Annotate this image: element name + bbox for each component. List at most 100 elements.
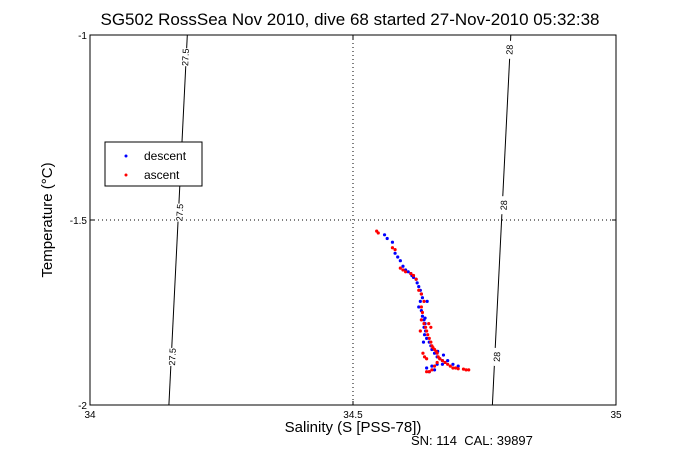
isopycnal-label: 27.5	[167, 348, 178, 366]
legend-label-ascent: ascent	[144, 168, 180, 182]
ascent-point	[456, 367, 460, 371]
chart-title: SG502 RossSea Nov 2010, dive 68 started …	[101, 10, 600, 29]
ascent-point	[411, 273, 416, 278]
descent-point	[440, 362, 445, 366]
ascent-point	[423, 325, 428, 329]
y-tick-label: -1.5	[70, 216, 88, 227]
descent-point	[422, 333, 427, 337]
descent-point	[393, 251, 397, 255]
legend-marker-ascent	[124, 173, 128, 177]
ascent-point	[404, 270, 408, 274]
descent-point	[425, 299, 429, 303]
isopycnal-label: 27.5	[180, 48, 191, 66]
x-tick-label: 35	[610, 410, 622, 421]
ascent-point	[398, 266, 402, 270]
legend-label-descent: descent	[144, 149, 187, 163]
ascent-point	[467, 368, 471, 372]
isopycnal-label: 27.5	[174, 204, 185, 222]
ascent-point	[421, 351, 425, 355]
isopycnal-label-bg	[506, 40, 515, 59]
descent-point	[425, 336, 429, 340]
ascent-point	[453, 366, 458, 370]
legend-marker-descent	[124, 154, 128, 158]
ascent-point	[425, 370, 429, 374]
ascent-point	[432, 364, 437, 368]
descent-point	[406, 270, 410, 274]
ascent-point	[435, 360, 439, 365]
descent-point	[382, 233, 387, 237]
ascent-point	[419, 305, 423, 309]
ascent-point	[422, 322, 426, 326]
ascent-point	[401, 268, 405, 272]
descent-point	[446, 359, 450, 363]
isopycnal-label: 28	[499, 200, 509, 211]
ascent-point	[427, 322, 431, 326]
isopycnal-label-bg	[500, 196, 509, 215]
descent-point	[441, 353, 446, 357]
legend-box	[104, 141, 203, 187]
y-axis-label: Temperature (°C)	[39, 162, 56, 277]
ascent-point	[419, 292, 423, 296]
ascent-point	[438, 357, 442, 361]
descent-point	[425, 366, 429, 370]
y-tick-label: -1	[78, 31, 87, 42]
x-tick-label: 34.5	[343, 410, 363, 421]
ascent-point	[422, 355, 427, 359]
descent-point	[385, 236, 389, 241]
isopycnal-label-bg	[169, 347, 178, 366]
ascent-point	[417, 288, 421, 292]
ascent-point	[393, 248, 397, 252]
ascent-point	[425, 329, 429, 333]
ascent-point	[409, 272, 413, 276]
ascent-point	[430, 368, 434, 372]
ascent-point	[376, 231, 380, 235]
ascent-point	[414, 277, 418, 281]
ascent-point	[390, 246, 395, 250]
ascent-point	[427, 370, 431, 374]
data-points	[375, 229, 471, 374]
ascent-point	[448, 364, 452, 368]
x-tick-label: 34	[84, 410, 96, 421]
x-axis-label: Salinity (S [PSS-78])	[285, 419, 422, 436]
descent-point	[423, 316, 427, 320]
ascent-point	[429, 340, 433, 344]
isopycnal-label: 28	[504, 45, 514, 56]
descent-point	[417, 305, 421, 309]
ascent-point	[451, 366, 455, 370]
isopycnal-label-bg	[182, 48, 191, 67]
isopycnal-label: 28	[492, 352, 502, 363]
footer-serial-cal: SN: 114 CAL: 39897	[411, 433, 533, 448]
ascent-point	[422, 299, 426, 303]
ascent-point	[435, 351, 439, 355]
ascent-point	[419, 318, 423, 322]
descent-point	[415, 281, 419, 285]
ascent-point	[426, 333, 430, 337]
isopycnal-line-28	[491, 34, 512, 406]
descent-point	[390, 240, 395, 244]
descent-point	[401, 264, 405, 268]
y-tick-label: -2	[78, 401, 87, 412]
descent-point	[451, 362, 455, 366]
descent-point	[396, 255, 400, 259]
descent-point	[430, 364, 434, 368]
ascent-point	[443, 360, 447, 365]
descent-point	[420, 296, 425, 300]
isopycnal-label-bg	[493, 347, 502, 366]
legend: descent ascent	[104, 141, 203, 187]
ascent-point	[418, 329, 422, 333]
isopycnal-label-bg	[176, 203, 185, 222]
ascent-point	[464, 368, 468, 372]
descent-point	[398, 259, 402, 263]
isopycnal-contours: 27.5 27.5 27.5 28 28 28	[167, 34, 515, 406]
descent-point	[432, 368, 437, 372]
ascent-point	[461, 367, 466, 371]
ascent-point	[440, 359, 445, 363]
ascent-point	[425, 357, 429, 361]
descent-point	[418, 299, 422, 303]
ascent-point	[429, 325, 433, 329]
descent-point	[420, 314, 425, 318]
descent-point	[417, 285, 421, 289]
ascent-point	[446, 362, 450, 366]
descent-point	[456, 364, 460, 368]
ascent-point	[420, 310, 425, 315]
